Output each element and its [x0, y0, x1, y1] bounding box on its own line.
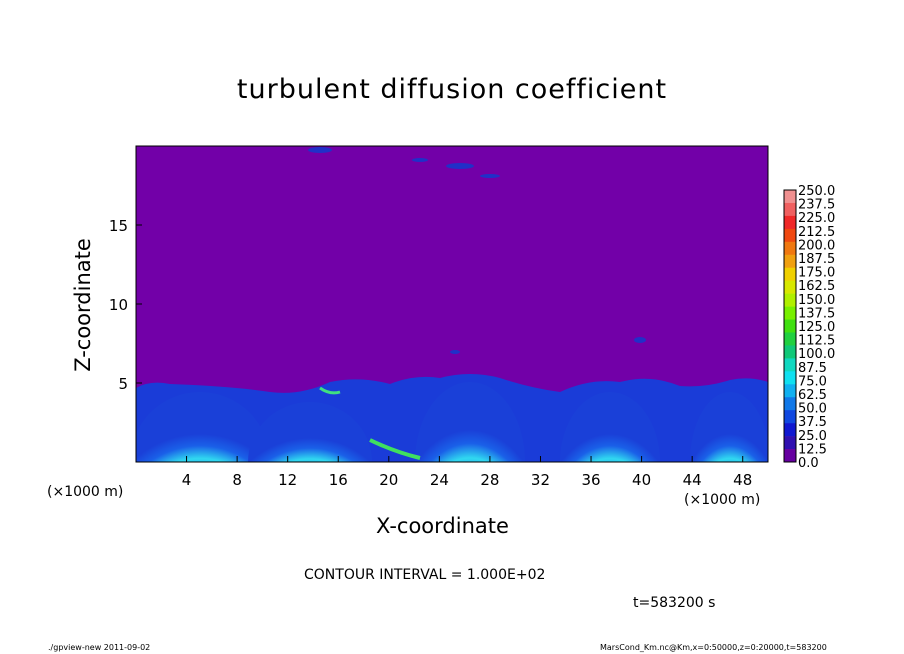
- colorbar-swatch: [784, 228, 796, 243]
- colorbar-label: 100.0: [798, 347, 835, 362]
- x-unit-label-left: (×1000 m): [47, 484, 124, 500]
- colorbar-label: 187.5: [798, 252, 835, 267]
- upper-patch-2: [412, 158, 428, 162]
- colorbar-label: 125.0: [798, 320, 835, 335]
- colorbar-label: 87.5: [798, 361, 827, 376]
- x-tick-label: 44: [683, 471, 702, 489]
- upper-patch-5: [634, 337, 646, 343]
- x-tick-label: 24: [430, 471, 449, 489]
- colorbar-swatch: [784, 202, 796, 217]
- contour-interval-label: CONTOUR INTERVAL = 1.000E+02: [304, 567, 546, 583]
- colorbar-swatch: [784, 306, 796, 320]
- y-ticks: 5 10 15: [109, 217, 142, 393]
- colorbar-label: 212.5: [798, 225, 835, 240]
- colorbar-label: 75.0: [798, 374, 827, 389]
- colorbar-label: 162.5: [798, 279, 835, 294]
- colorbar-swatch: [784, 215, 796, 230]
- x-tick-label: 12: [278, 471, 297, 489]
- eddy-3: [415, 382, 525, 462]
- colorbar-label: 0.0: [798, 456, 819, 471]
- eddy-1: [136, 392, 270, 462]
- eddy-2: [248, 402, 372, 462]
- x-tick-label: 4: [182, 471, 192, 489]
- y-tick-label: 5: [118, 375, 128, 393]
- colorbar-label: 237.5: [798, 198, 835, 213]
- x-tick-label: 8: [232, 471, 242, 489]
- colorbar-label: 50.0: [798, 402, 827, 417]
- colorbar-label: 37.5: [798, 415, 827, 430]
- x-tick-label: 20: [379, 471, 398, 489]
- time-label: t=583200 s: [633, 595, 716, 611]
- colorbar-swatch: [784, 358, 796, 372]
- high-value-streak: [369, 438, 421, 460]
- upper-patch-3: [446, 163, 474, 169]
- colorbar-swatch: [784, 267, 796, 281]
- x-tick-label: 32: [531, 471, 550, 489]
- colorbar-swatch: [784, 190, 796, 204]
- x-unit-label-right: (×1000 m): [684, 492, 761, 508]
- colorbar-label: 137.5: [798, 306, 835, 321]
- x-tick-label: 40: [632, 471, 651, 489]
- colorbar-swatch: [784, 436, 796, 450]
- turbulent-layer: [136, 147, 768, 462]
- high-value-patch: [319, 386, 341, 395]
- colorbar-label: 225.0: [798, 211, 835, 226]
- chart-title: turbulent diffusion coefficient: [236, 74, 668, 105]
- colorbar-swatch: [784, 241, 796, 256]
- colorbar-swatch: [784, 332, 796, 346]
- footer-right: MarsCond_Km.nc@Km,x=0:50000,z=0:20000,t=…: [600, 643, 827, 652]
- colorbar-label: 150.0: [798, 293, 835, 308]
- colorbar-label: 62.5: [798, 388, 827, 403]
- upper-patch-4: [480, 174, 500, 178]
- x-tick-label: 28: [480, 471, 499, 489]
- colorbar-swatch: [784, 423, 796, 437]
- eddy-5: [690, 392, 768, 462]
- colorbar-swatch: [784, 254, 796, 269]
- colorbar-frame: [783, 189, 797, 463]
- upper-patch-1: [308, 147, 332, 153]
- colorbar-swatch: [784, 384, 796, 398]
- x-tick-label: 48: [733, 471, 752, 489]
- colorbar: 250.0237.5225.0212.5200.0187.5175.0162.5…: [783, 184, 835, 471]
- colorbar-label: 12.5: [798, 442, 827, 457]
- x-ticks: 4 8 12 16 20 24 28 32 36 40 44 48: [182, 456, 752, 489]
- colorbar-label: 200.0: [798, 238, 835, 253]
- upper-patch-6: [450, 350, 460, 354]
- footer-left: ./gpview-new 2011-09-02: [48, 643, 151, 652]
- colorbar-swatch: [784, 319, 796, 333]
- colorbar-swatch: [784, 280, 796, 294]
- colorbar-label: 112.5: [798, 334, 835, 349]
- colorbar-swatch: [784, 449, 796, 463]
- x-axis-label: X-coordinate: [376, 514, 509, 538]
- colorbar-swatch: [784, 371, 796, 385]
- colorbar-label: 175.0: [798, 266, 835, 281]
- colorbar-swatch: [784, 345, 796, 359]
- y-tick-label: 10: [109, 296, 128, 314]
- colorbar-swatch: [784, 410, 796, 424]
- colorbar-swatch: [784, 397, 796, 411]
- y-tick-label: 15: [109, 217, 128, 235]
- x-tick-label: 16: [329, 471, 348, 489]
- eddy-4: [560, 392, 660, 462]
- colorbar-label: 250.0: [798, 184, 835, 199]
- x-tick-label: 36: [581, 471, 600, 489]
- colorbar-label: 25.0: [798, 429, 827, 444]
- colorbar-swatch: [784, 293, 796, 307]
